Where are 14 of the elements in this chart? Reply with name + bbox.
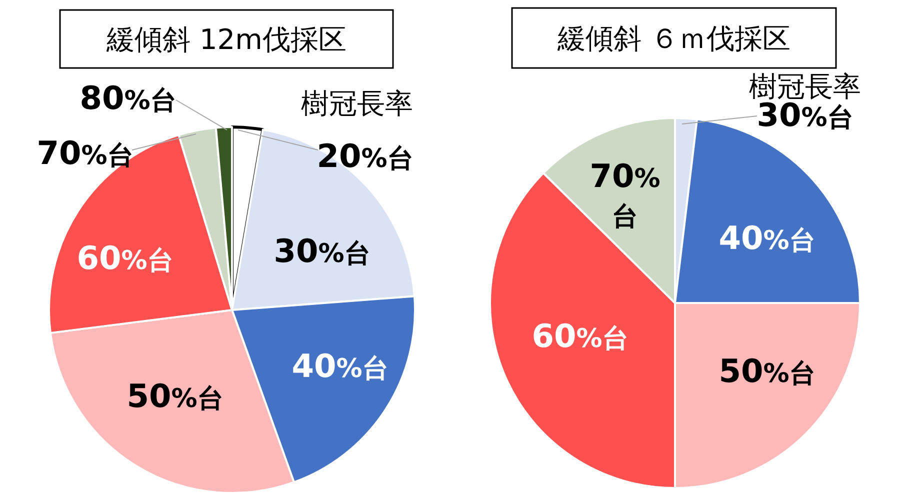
chart-title: 緩傾斜 ６ｍ伐採区 — [556, 22, 790, 55]
slice-label: 70%台 — [36, 134, 134, 172]
slice-label: 50%台 — [126, 377, 224, 415]
legend-title: 樹冠長率 — [301, 87, 413, 120]
slice-label: 60%台 — [532, 317, 628, 355]
slice-label: 30%台 — [274, 232, 370, 270]
slice-label: 60%台 — [76, 239, 174, 277]
slice-label: 20%台 — [316, 137, 414, 175]
slice-label: 80%台 — [80, 79, 176, 117]
slice-label: 40%台 — [292, 347, 388, 385]
chart-title: 緩傾斜 12m伐採区 — [106, 23, 346, 56]
slice-label: 40%台 — [718, 219, 816, 257]
slice-label: 50%台 — [718, 352, 816, 390]
slice-label: 70%台 — [590, 157, 660, 232]
